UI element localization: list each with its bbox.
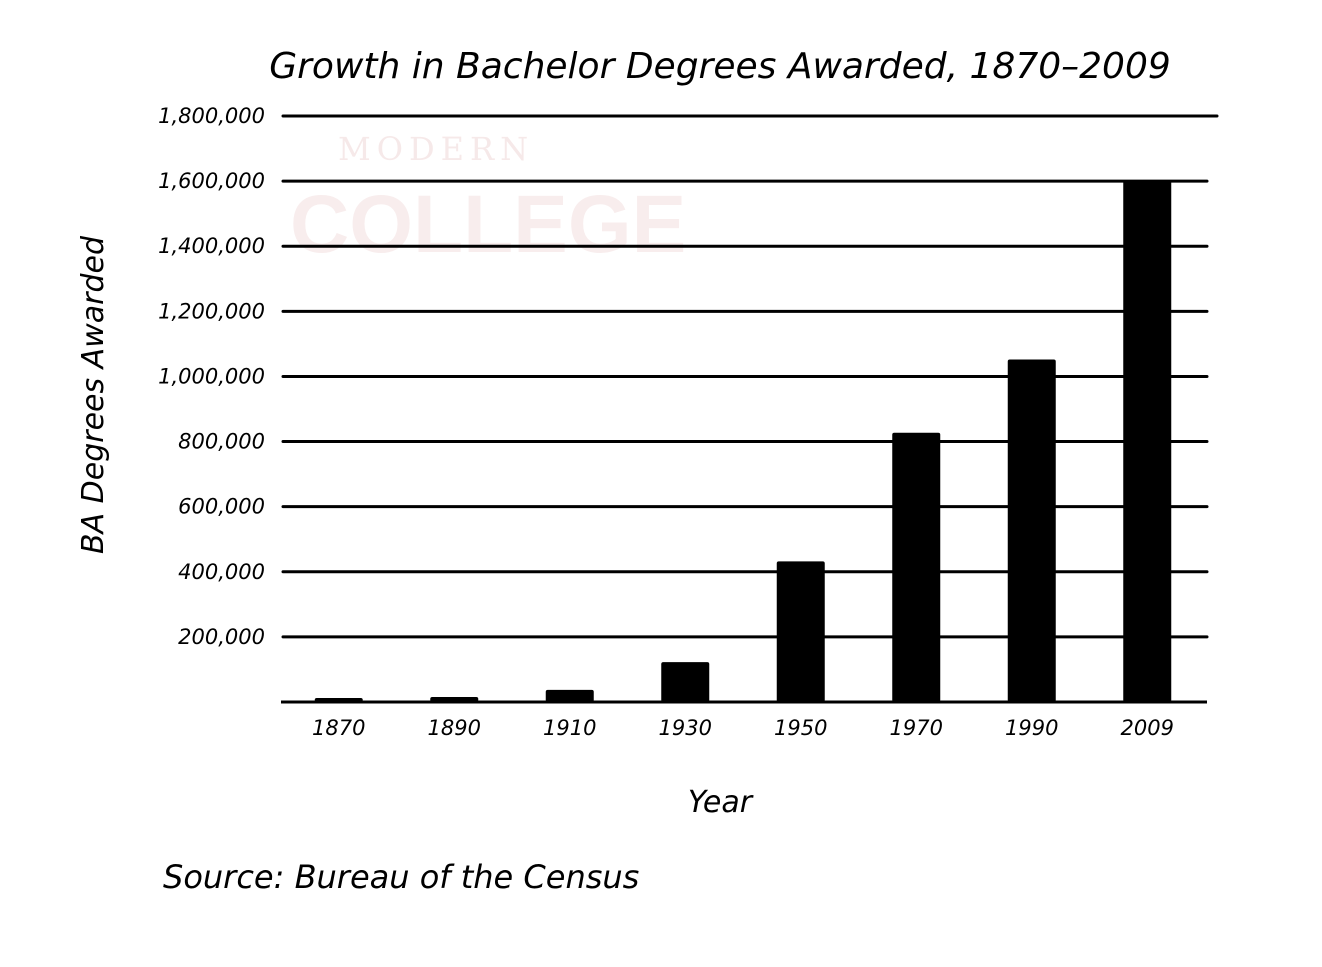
y-tick-label: 1,600,000 [158, 169, 265, 193]
x-tick-label: 1910 [543, 716, 596, 740]
y-tick-label: 200,000 [178, 625, 265, 649]
y-axis-label: BA Degrees Awarded [76, 235, 111, 554]
bar [776, 561, 825, 702]
y-tick-label: 600,000 [178, 495, 265, 519]
watermark: MODERN COLLEGE [290, 130, 686, 270]
x-tick-label: 1930 [659, 716, 712, 740]
y-tick-label: 800,000 [178, 430, 265, 454]
x-tick-labels: 1870 1890 1910 1930 1950 1970 1990 2009 [312, 716, 1174, 740]
x-tick-label: 1990 [1005, 716, 1058, 740]
bars [314, 180, 1172, 703]
x-tick-label: 1890 [428, 716, 481, 740]
y-tick-label: 1,800,000 [158, 104, 265, 128]
bar [430, 696, 479, 702]
bar [314, 698, 363, 702]
x-tick-label: 2009 [1121, 716, 1174, 740]
x-tick-label: 1870 [312, 716, 365, 740]
gridlines [281, 114, 1219, 704]
bar [1007, 359, 1056, 702]
y-tick-labels: 200,000 400,000 600,000 800,000 1,000,000 1,2… [158, 104, 265, 649]
x-tick-label: 1950 [774, 716, 827, 740]
watermark-line-2: COLLEGE [290, 179, 686, 270]
bar [661, 662, 710, 702]
source-note: Source: Bureau of the Census [163, 858, 639, 896]
x-axis-label: Year [688, 785, 754, 820]
chart-title: Growth in Bachelor Degrees Awarded, 1870… [269, 46, 1171, 87]
bar [545, 689, 594, 702]
y-tick-label: 1,000,000 [158, 364, 265, 388]
y-tick-label: 400,000 [178, 560, 265, 584]
x-tick-label: 1970 [890, 716, 943, 740]
y-tick-label: 1,400,000 [158, 234, 265, 258]
y-tick-label: 1,200,000 [158, 299, 265, 323]
bar [1123, 180, 1172, 703]
watermark-line-1: MODERN [338, 130, 534, 168]
bar [892, 432, 941, 702]
